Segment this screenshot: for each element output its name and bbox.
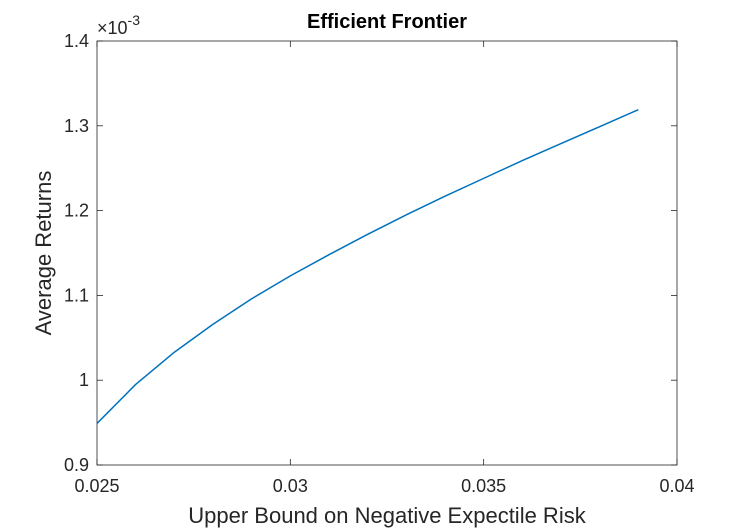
y-tick-label: 1.4 bbox=[64, 31, 89, 51]
y-tick-label: 1.3 bbox=[64, 116, 89, 136]
axis-ticks bbox=[96, 40, 678, 466]
y-tick-label: 1 bbox=[79, 370, 89, 390]
y-exponent-base: ×10 bbox=[97, 18, 128, 38]
y-exponent-label: ×10-3 bbox=[97, 12, 140, 38]
y-tick-label: 0.9 bbox=[64, 455, 89, 475]
x-tick-label: 0.035 bbox=[461, 476, 506, 496]
y-tick-label: 1.1 bbox=[64, 285, 89, 305]
y-exponent-power: -3 bbox=[128, 12, 141, 28]
x-axis-label: Upper Bound on Negative Expectile Risk bbox=[188, 503, 586, 528]
x-tick-label: 0.025 bbox=[74, 476, 119, 496]
y-tick-label: 1.2 bbox=[64, 201, 89, 221]
chart-title: Efficient Frontier bbox=[307, 11, 467, 33]
x-tick-label: 0.03 bbox=[273, 476, 308, 496]
x-tick-label: 0.04 bbox=[659, 476, 694, 496]
y-axis-label: Average Returns bbox=[31, 171, 56, 336]
svg-text:×10-3: ×10-3 bbox=[97, 12, 140, 38]
axis-tick-labels: 0.025 0.03 0.035 0.04 0.9 1 1.1 1.2 1.3 1.4 bbox=[64, 31, 695, 496]
plot-area bbox=[96, 40, 678, 466]
series-line bbox=[96, 109, 639, 424]
series-group bbox=[96, 109, 639, 424]
